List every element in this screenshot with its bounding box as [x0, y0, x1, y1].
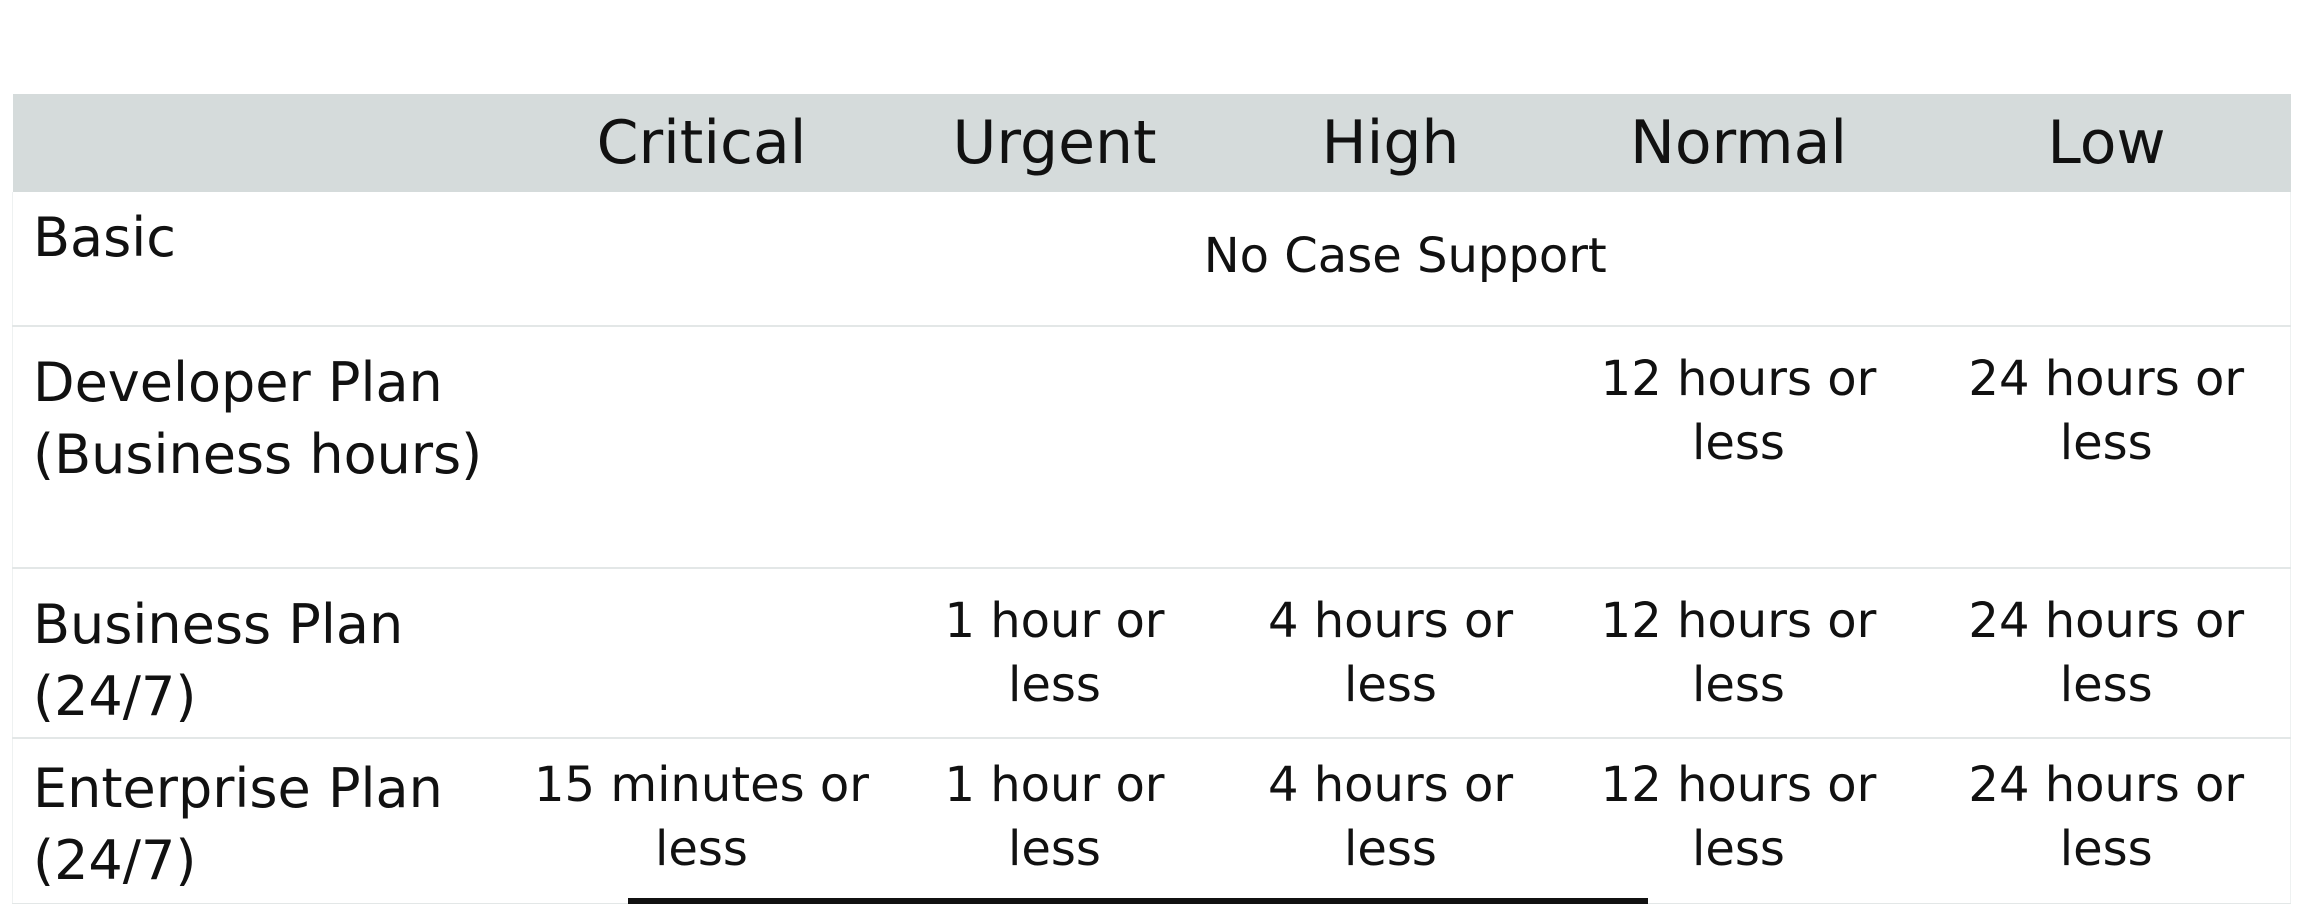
business-high-cell: 4 hours or less: [1226, 568, 1555, 739]
business-low-cell: 24 hours or less: [1922, 568, 2291, 739]
support-response-table: Critical Urgent High Normal Low Basic No…: [12, 94, 2291, 904]
horizontal-scrollbar[interactable]: [628, 898, 1648, 904]
header-normal: Normal: [1554, 94, 1923, 192]
enterprise-normal-cell: 12 hours or less: [1554, 738, 1923, 904]
header-high: High: [1226, 94, 1555, 192]
developer-critical-cell: [520, 326, 883, 569]
table-row-basic: Basic No Case Support: [12, 192, 2291, 327]
developer-low-cell: 24 hours or less: [1922, 326, 2291, 569]
developer-normal-cell: 12 hours or less: [1554, 326, 1923, 569]
header-critical: Critical: [520, 94, 883, 192]
row-label-enterprise: Enterprise Plan (24/7): [12, 738, 521, 904]
row-label-basic: Basic: [12, 192, 521, 327]
header-urgent: Urgent: [882, 94, 1227, 192]
developer-high-cell: [1226, 326, 1555, 569]
table-row-business: Business Plan (24/7) 1 hour or less 4 ho…: [12, 568, 2291, 739]
table-row-developer: Developer Plan (Business hours) 12 hours…: [12, 326, 2291, 569]
table-row-enterprise: Enterprise Plan (24/7) 15 minutes or les…: [12, 738, 2291, 904]
enterprise-critical-cell: 15 minutes or less: [520, 738, 883, 904]
no-case-support-cell: No Case Support: [520, 192, 2291, 327]
enterprise-high-cell: 4 hours or less: [1226, 738, 1555, 904]
row-label-developer: Developer Plan (Business hours): [12, 326, 521, 569]
business-normal-cell: 12 hours or less: [1554, 568, 1923, 739]
enterprise-low-cell: 24 hours or less: [1922, 738, 2291, 904]
developer-urgent-cell: [882, 326, 1227, 569]
header-empty-cell: [12, 94, 521, 192]
enterprise-urgent-cell: 1 hour or less: [882, 738, 1227, 904]
business-urgent-cell: 1 hour or less: [882, 568, 1227, 739]
header-low: Low: [1922, 94, 2291, 192]
table-header-row: Critical Urgent High Normal Low: [12, 94, 2291, 192]
row-label-business: Business Plan (24/7): [12, 568, 521, 739]
business-critical-cell: [520, 568, 883, 739]
